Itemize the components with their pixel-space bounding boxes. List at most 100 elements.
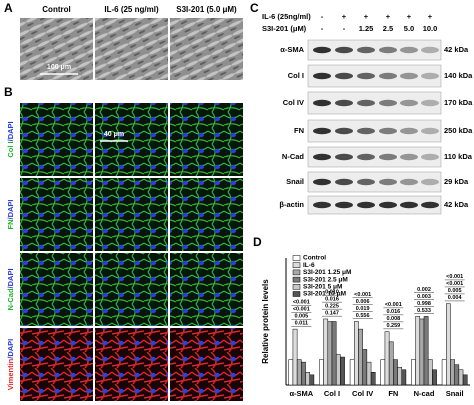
blot-band xyxy=(335,46,353,54)
blot-band xyxy=(379,201,397,209)
blot-band xyxy=(357,72,375,80)
counterstain-name: /DAPI xyxy=(6,199,15,219)
row-label: Vimentin/DAPI xyxy=(6,339,15,391)
bar xyxy=(380,359,386,386)
bar xyxy=(335,354,341,386)
bar xyxy=(292,328,298,386)
blot-size: 140 kDa xyxy=(444,71,473,80)
bar xyxy=(432,369,437,386)
panel-label: C xyxy=(250,1,259,15)
bar xyxy=(301,361,306,386)
p-value: 0.998 xyxy=(417,301,431,307)
treatment-label: IL-6 (25ng/ml) xyxy=(262,12,311,21)
x-tick-label: α-SMA xyxy=(289,389,313,398)
bar xyxy=(450,359,455,386)
blot-band xyxy=(400,178,418,186)
panel-label: D xyxy=(253,235,262,249)
panel-d: D xyxy=(253,235,262,249)
treatment-level: - xyxy=(321,24,324,33)
p-value: <0.001 xyxy=(385,302,402,308)
blot-band xyxy=(421,72,439,80)
blot-band xyxy=(421,153,439,161)
blot-band xyxy=(313,153,331,161)
blot-band xyxy=(379,153,397,161)
p-value: 0.533 xyxy=(417,308,431,314)
blot-size: 29 kDa xyxy=(444,177,469,186)
legend-swatch xyxy=(292,284,301,290)
blot-band xyxy=(357,153,375,161)
blot-band xyxy=(335,72,353,80)
blot-band xyxy=(421,127,439,135)
bar xyxy=(354,321,359,386)
bar xyxy=(419,318,425,386)
blot-band xyxy=(421,46,439,54)
blot-band xyxy=(400,201,418,209)
bar xyxy=(358,328,363,386)
legend-swatch xyxy=(292,269,301,276)
blot-size: 42 kDa xyxy=(444,200,469,209)
legend-swatch xyxy=(292,262,301,268)
x-tick-label: FN xyxy=(388,389,398,398)
blot-name: Col IV xyxy=(283,98,304,107)
bar xyxy=(323,318,329,386)
p-value: 0.147 xyxy=(325,310,339,316)
panel-label: A xyxy=(4,1,13,15)
p-value: 0.004 xyxy=(448,295,463,301)
fluorescence-image xyxy=(20,178,93,251)
blot-band xyxy=(313,178,331,186)
bar xyxy=(441,359,447,386)
bar xyxy=(462,374,468,386)
p-value: 0.010 xyxy=(325,289,339,295)
p-value: 0.002 xyxy=(417,287,431,293)
micrograph xyxy=(170,18,243,80)
p-value: <0.001 xyxy=(446,274,463,280)
blot-name: Col I xyxy=(288,71,304,80)
panel-label: B xyxy=(4,85,13,99)
legend-swatch xyxy=(292,255,301,261)
blot-size: 250 kDa xyxy=(444,126,473,135)
micrograph xyxy=(20,18,93,80)
blot-name: FN xyxy=(294,126,304,135)
bar xyxy=(305,372,310,386)
p-value: 0.006 xyxy=(356,299,370,305)
stain-name: Vimentin xyxy=(6,358,15,390)
blot-band xyxy=(400,153,418,161)
p-value: <0.001 xyxy=(446,281,463,287)
blot-band xyxy=(313,99,331,107)
p-value: 0.003 xyxy=(417,294,431,300)
y-axis-label: Relative protein levels xyxy=(261,279,270,364)
fluorescence-image xyxy=(170,178,243,251)
p-value: 0.556 xyxy=(356,313,370,319)
treatment-level: 2.5 xyxy=(383,24,393,33)
fluorescence-image xyxy=(95,328,168,401)
bar xyxy=(454,364,460,386)
blot-name: β-actin xyxy=(279,200,304,209)
bar xyxy=(401,369,407,386)
counterstain-name: /DAPI xyxy=(6,339,15,359)
p-value: <0.001 xyxy=(354,292,371,298)
blot-band xyxy=(379,72,397,80)
blot-band xyxy=(379,127,397,135)
blot-band xyxy=(357,46,375,54)
bar xyxy=(411,359,416,386)
bar xyxy=(340,356,345,386)
legend-swatch xyxy=(292,276,301,283)
fluorescence-image xyxy=(95,103,168,176)
blot-band xyxy=(335,127,353,135)
column-label: IL-6 (25 ng/ml) xyxy=(104,5,159,14)
bar xyxy=(393,359,398,386)
treatment-level: 10.0 xyxy=(423,24,438,33)
treatment-level: + xyxy=(428,12,433,21)
treatment-level: + xyxy=(364,12,369,21)
treatment-level: + xyxy=(342,12,347,21)
legend-label: IL-6 xyxy=(303,262,315,269)
treatment-level: + xyxy=(407,12,412,21)
bar xyxy=(427,359,433,386)
bar xyxy=(370,372,376,386)
bar xyxy=(319,359,324,386)
treatment-level: + xyxy=(386,12,391,21)
x-tick-label: Col IV xyxy=(352,389,373,398)
blot-band xyxy=(357,127,375,135)
blot-band xyxy=(313,127,331,135)
